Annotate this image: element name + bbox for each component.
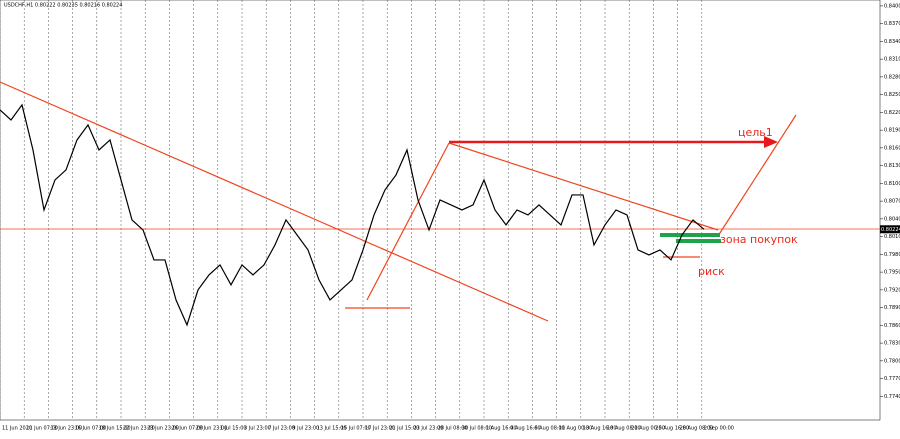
x-tick-label: 29 Jun 23:00 [196, 426, 228, 432]
risk-label: риск [698, 265, 725, 278]
y-tick-label: 0.83400 [884, 39, 900, 45]
y-tick-label: 0.81600 [884, 145, 900, 151]
y-tick-label: 0.81300 [884, 163, 900, 169]
buy-zone-bottom [676, 239, 721, 243]
x-tick-label: 22 Jun 23:00 [123, 426, 155, 432]
arrow-head [764, 136, 778, 148]
x-tick-label: 28 Aug 08:00 [680, 426, 714, 432]
y-tick-label: 0.78900 [884, 305, 900, 311]
x-tick-label: 21 Aug 00:00 [631, 426, 665, 432]
x-tick-label: 25 Aug 16:00 [655, 426, 689, 432]
x-tick-label: 13 Aug 16:00 [583, 426, 617, 432]
y-tick-label: 0.80100 [884, 234, 900, 240]
target-label: цель1 [738, 126, 773, 139]
x-tick-label: 11 Aug 00:00 [559, 426, 593, 432]
y-tick-label: 0.84000 [884, 3, 900, 9]
x-tick-label: 18 Jun 15:00 [99, 426, 131, 432]
y-tick-label: 0.83100 [884, 57, 900, 63]
trend-line [366, 142, 450, 301]
x-tick-label: 17 Jul 23:00 [365, 426, 395, 432]
buy-zone-label: зона покупок [720, 233, 798, 246]
x-tick-label: 6 Aug 08:00 [534, 426, 565, 432]
y-tick-label: 0.78300 [884, 341, 900, 347]
x-tick-label: 2 Sep 00:00 [704, 426, 734, 432]
y-tick-label: 0.82200 [884, 110, 900, 116]
x-tick-label: 16 Jun 07:00 [75, 426, 107, 432]
y-tick-label: 0.77700 [884, 376, 900, 382]
projection-line [717, 114, 797, 237]
trend-lines [0, 81, 880, 322]
y-tick-label: 0.82500 [884, 92, 900, 98]
plot-area [0, 0, 881, 421]
x-tick-label: 26 Jun 07:00 [171, 426, 203, 432]
x-tick-label: 15 Jul 07:00 [341, 426, 371, 432]
y-tick-label: 0.77400 [884, 394, 900, 400]
buy-zone-top [660, 233, 720, 237]
y-tick-label: 0.79500 [884, 270, 900, 276]
x-tick-label: 23 Jul 23:00 [413, 426, 443, 432]
x-tick-label: 28 Jul 08:00 [438, 426, 468, 432]
x-tick-label: 1 Jul 15:00 [220, 426, 247, 432]
x-tick-label: 4 Aug 16:00 [510, 426, 541, 432]
target-arrow [449, 136, 778, 148]
x-tick-label: 23 Jun 23:00 [147, 426, 179, 432]
trend-line [0, 81, 549, 322]
y-tick-label: 0.81000 [884, 181, 900, 187]
x-tick-label: 21 Jul 15:00 [389, 426, 419, 432]
trend-line [448, 142, 719, 231]
chart-title: USDCHF,H1 0.80222 0.80235 0.80216 0.8022… [4, 3, 122, 9]
y-tick-label: 0.81900 [884, 128, 900, 134]
x-tick-label: 1 Aug 16:00 [486, 426, 517, 432]
x-tick-label: 11 Jun 07:00 [26, 426, 58, 432]
x-tick-label: 13 Jun 23:00 [50, 426, 82, 432]
y-tick-label: 0.80400 [884, 216, 900, 222]
y-tick-label: 0.82800 [884, 74, 900, 80]
y-tick-label: 0.78600 [884, 323, 900, 329]
current-price-tag [880, 225, 900, 234]
x-tick-label: 3 Jul 23:00 [244, 426, 271, 432]
x-tick-label: 13 Jul 15:00 [317, 426, 347, 432]
price-line [0, 103, 705, 327]
y-tick-label: 0.79800 [884, 252, 900, 258]
x-tick-label: 18 Aug 08:00 [607, 426, 641, 432]
x-tick-label: 11 Jun 2020 [2, 426, 32, 432]
y-tick-label: 0.78000 [884, 358, 900, 364]
x-tick-label: 30 Jul 08:00 [462, 426, 492, 432]
x-tick-label: 9 Jul 23:00 [292, 426, 319, 432]
grid [0, 0, 703, 420]
y-tick-label: 0.80700 [884, 199, 900, 205]
x-tick-label: 7 Jul 23:00 [268, 426, 295, 432]
y-tick-label: 0.83700 [884, 21, 900, 27]
y-tick-label: 0.79200 [884, 287, 900, 293]
current-price-label: 0.80224 [881, 227, 900, 233]
